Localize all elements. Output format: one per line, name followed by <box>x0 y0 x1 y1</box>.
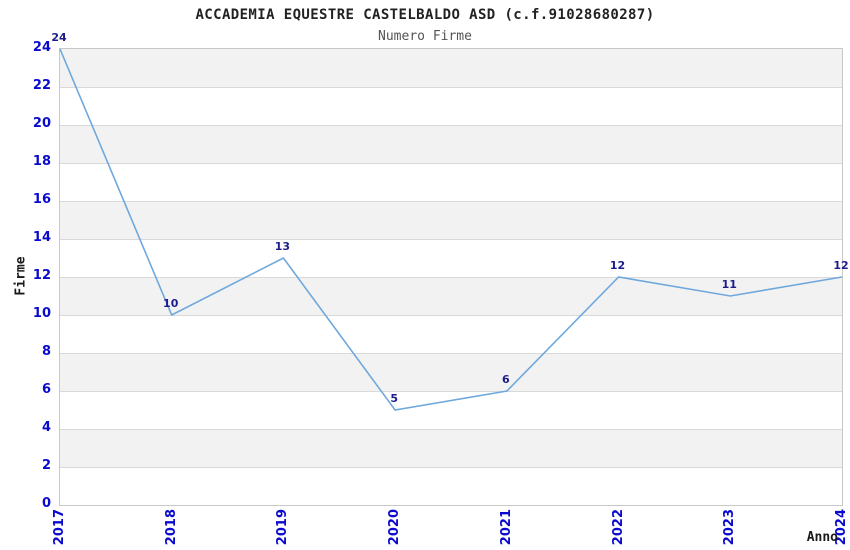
y-tick-label: 6 <box>41 382 51 397</box>
line-series-svg <box>59 48 843 411</box>
plot-area <box>59 48 843 506</box>
grid-band <box>60 163 842 201</box>
data-point-label: 11 <box>721 278 737 291</box>
grid-band <box>60 49 842 87</box>
y-tick-label: 16 <box>32 192 51 207</box>
y-tick-label: 12 <box>32 268 51 283</box>
grid-band <box>60 391 842 429</box>
chart-title: ACCADEMIA EQUESTRE CASTELBALDO ASD (c.f.… <box>195 7 655 23</box>
x-tick-label: 2020 <box>387 509 403 546</box>
y-tick-label: 18 <box>32 154 51 169</box>
x-tick-label: 2017 <box>52 509 67 546</box>
y-tick-label: 10 <box>32 306 51 321</box>
grid-band <box>60 87 842 125</box>
line-series <box>59 48 843 411</box>
x-tick-label: 2019 <box>275 509 291 546</box>
data-point-label: 5 <box>390 392 398 405</box>
grid-band <box>60 353 842 391</box>
x-tick-label: 2022 <box>610 509 626 546</box>
chart-subtitle: Numero Firme <box>378 29 472 44</box>
data-point-label: 13 <box>274 240 291 253</box>
grid-band <box>60 277 842 315</box>
grid-band <box>60 125 842 163</box>
grid-band <box>60 467 842 505</box>
data-point-label: 24 <box>51 31 67 44</box>
data-point-label: 10 <box>163 297 179 310</box>
y-tick-label: 8 <box>41 344 51 359</box>
y-tick-label: 4 <box>41 420 51 435</box>
grid-band <box>60 315 842 353</box>
y-tick-label: 20 <box>32 116 51 131</box>
y-tick-label: 2 <box>41 458 51 473</box>
grid-band <box>60 239 842 277</box>
y-tick-label: 14 <box>32 230 51 245</box>
x-axis-label: Anno <box>806 530 838 545</box>
y-tick-label: 24 <box>32 40 51 55</box>
data-point-label: 12 <box>833 259 849 272</box>
y-tick-label: 0 <box>41 496 51 511</box>
data-point-label: 12 <box>609 259 626 272</box>
x-tick-label: 2021 <box>498 509 514 546</box>
grid-band <box>60 429 842 467</box>
grid-band <box>60 201 842 239</box>
x-tick-label: 2018 <box>163 509 179 546</box>
data-point-label: 6 <box>502 373 510 386</box>
y-tick-label: 22 <box>32 78 51 93</box>
